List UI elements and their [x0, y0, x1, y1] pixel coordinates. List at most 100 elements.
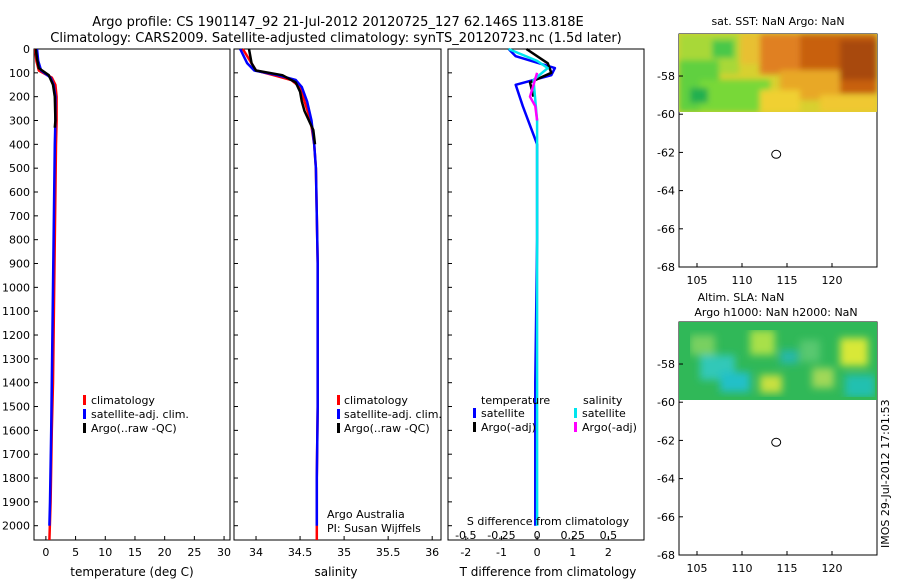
temperature-legend: climatology satellite-adj. clim. Argo(..… — [83, 394, 189, 435]
pressure-tick-label: 200 — [9, 91, 30, 104]
pressure-tick-label: 600 — [9, 186, 30, 199]
difference-axes-frame — [447, 48, 645, 541]
pressure-tick-label: 1700 — [2, 448, 30, 461]
temperature-xlabel: temperature (deg C) — [70, 565, 193, 579]
sla-lon-tick-label: 110 — [732, 562, 753, 575]
pressure-tick-label: 500 — [9, 162, 30, 175]
pressure-tick-label: 1000 — [2, 281, 30, 294]
annotation-pi-name: PI: Susan Wijffels — [327, 522, 421, 535]
sla-lon-tick-label: 105 — [687, 562, 708, 575]
pressure-tick-label: 1500 — [2, 401, 30, 414]
sst-map-title: sat. SST: NaN Argo: NaN — [711, 15, 844, 28]
sla-map-panel: Altim. SLA: NaN Argo h1000: NaN h2000: N… — [657, 291, 878, 575]
sla-map-subtitle: Argo h1000: NaN h2000: NaN — [694, 306, 857, 319]
legend-argo: Argo(..raw -QC) — [91, 422, 177, 435]
temperature-axes-frame — [33, 48, 231, 541]
sst-lon-tick-label: 105 — [687, 274, 708, 287]
temperature-series — [33, 48, 58, 541]
temperature-series-argo-raw-qc — [34, 48, 57, 128]
legend-title-temperature: temperature — [481, 394, 550, 407]
sst-heatmap — [679, 34, 877, 112]
temperature-tick-label: 0 — [42, 546, 49, 559]
sla-lat-tick-label: -68 — [657, 549, 675, 562]
salinity-tick-label: 36 — [425, 546, 439, 559]
legend-swatch-t-argo — [473, 422, 476, 432]
difference-series — [507, 47, 557, 526]
difference-series-s-argo-adj — [528, 72, 539, 121]
salinity-tick-label: 34 — [249, 546, 263, 559]
sst-lon-tick-label: 120 — [822, 274, 843, 287]
pressure-tick-label: 300 — [9, 115, 30, 128]
difference-s-tick-label: -0.25 — [487, 529, 515, 542]
sla-lat-tick-label: -60 — [657, 396, 675, 409]
temperature-tick-label: 5 — [72, 546, 79, 559]
temperature-tick-label: 15 — [128, 546, 142, 559]
sst-lat-tick-label: -68 — [657, 261, 675, 274]
temperature-x-ticks: 0 5 10 15 20 25 30 — [42, 536, 231, 559]
legend-satellite: satellite-adj. clim. — [344, 408, 442, 421]
sla-heatmap-cells — [690, 330, 875, 397]
pressure-tick-label: 0 — [23, 43, 30, 56]
sst-lon-tick-label: 110 — [732, 274, 753, 287]
salinity-tick-label: 35 — [337, 546, 351, 559]
salinity-legend: climatology satellite-adj. clim. Argo(..… — [337, 394, 442, 435]
pressure-tick-label: 400 — [9, 138, 30, 151]
sst-lat-tick-label: -58 — [657, 70, 675, 83]
salinity-xlabel: salinity — [314, 565, 357, 579]
sla-lat-tick-label: -58 — [657, 358, 675, 371]
difference-series-t-satellite — [507, 48, 557, 526]
legend-climatology: climatology — [91, 394, 155, 407]
pressure-tick-label: 100 — [9, 67, 30, 80]
difference-series-s-satellite — [508, 47, 550, 526]
sla-lon-tick-label: 120 — [822, 562, 843, 575]
difference-tick-label: 1 — [569, 546, 576, 559]
difference-panel: -2 -1 0 1 2 -0.5 -0.25 0 0.25 0.5 T difference f… — [447, 47, 645, 579]
pressure-tick-label: 1400 — [2, 377, 30, 390]
legend-swatch-satellite — [83, 409, 86, 419]
legend-climatology: climatology — [344, 394, 408, 407]
pressure-tick-label: 1600 — [2, 424, 30, 437]
sst-heatmap-cells — [679, 34, 877, 112]
difference-s-ticks: -0.5 -0.25 0 0.25 0.5 — [455, 529, 617, 542]
temperature-tick-label: 25 — [187, 546, 201, 559]
legend-swatch-argo — [83, 423, 86, 433]
sla-heatmap — [679, 322, 877, 400]
salinity-series — [239, 48, 319, 540]
salinity-axes-frame — [233, 48, 442, 541]
salinity-series-satellite-adj-clim — [239, 48, 319, 526]
annotation-argo-australia: Argo Australia — [327, 508, 405, 521]
pressure-tick-label: 1900 — [2, 496, 30, 509]
sla-lat-ticks: -58 -60 -62 -64 -66 -68 — [657, 358, 683, 562]
pressure-tick-label: 2000 — [2, 520, 30, 533]
legend-swatch-s-argo — [574, 422, 577, 432]
difference-s-tick-label: 0.5 — [600, 529, 618, 542]
difference-tick-label: -1 — [496, 546, 507, 559]
sla-lat-tick-label: -62 — [657, 434, 675, 447]
sla-lat-tick-label: -66 — [657, 511, 675, 524]
sst-lon-ticks: 105 110 115 120 — [687, 263, 843, 287]
legend-swatch-s-satellite — [574, 408, 577, 418]
difference-legend: temperature satellite Argo(-adj) salinit… — [473, 394, 637, 434]
sst-map-panel: sat. SST: NaN Argo: NaN -58-60-62-64-66-… — [657, 15, 878, 287]
temperature-panel: 0100200300400500600700800900100011001200… — [2, 43, 452, 579]
sla-argo-location-marker — [771, 437, 782, 447]
legend-t-argo: Argo(-adj) — [481, 421, 536, 434]
sst-lat-ticks: -58 -60 -62 -64 -66 -68 — [657, 70, 683, 274]
sst-lat-tick-label: -62 — [657, 146, 675, 159]
difference-s-tick-label: -0.5 — [455, 529, 476, 542]
difference-tick-label: 0 — [534, 546, 541, 559]
legend-s-satellite: satellite — [582, 407, 626, 420]
difference-x-ticks: -2 -1 0 1 2 — [460, 536, 612, 559]
timestamp-stamp: IMOS 29-Jul-2012 17:01:53 — [879, 399, 892, 548]
legend-t-satellite: satellite — [481, 407, 525, 420]
salinity-tick-label: 35.5 — [376, 546, 401, 559]
temperature-tick-label: 10 — [98, 546, 112, 559]
pressure-tick-label: 1800 — [2, 472, 30, 485]
salinity-series-climatology — [241, 48, 319, 540]
legend-title-salinity: salinity — [583, 394, 623, 407]
temperature-tick-label: 30 — [217, 546, 231, 559]
pressure-tick-label: 1200 — [2, 329, 30, 342]
legend-argo: Argo(..raw -QC) — [344, 422, 430, 435]
salinity-series-argo-raw-qc — [247, 48, 317, 145]
